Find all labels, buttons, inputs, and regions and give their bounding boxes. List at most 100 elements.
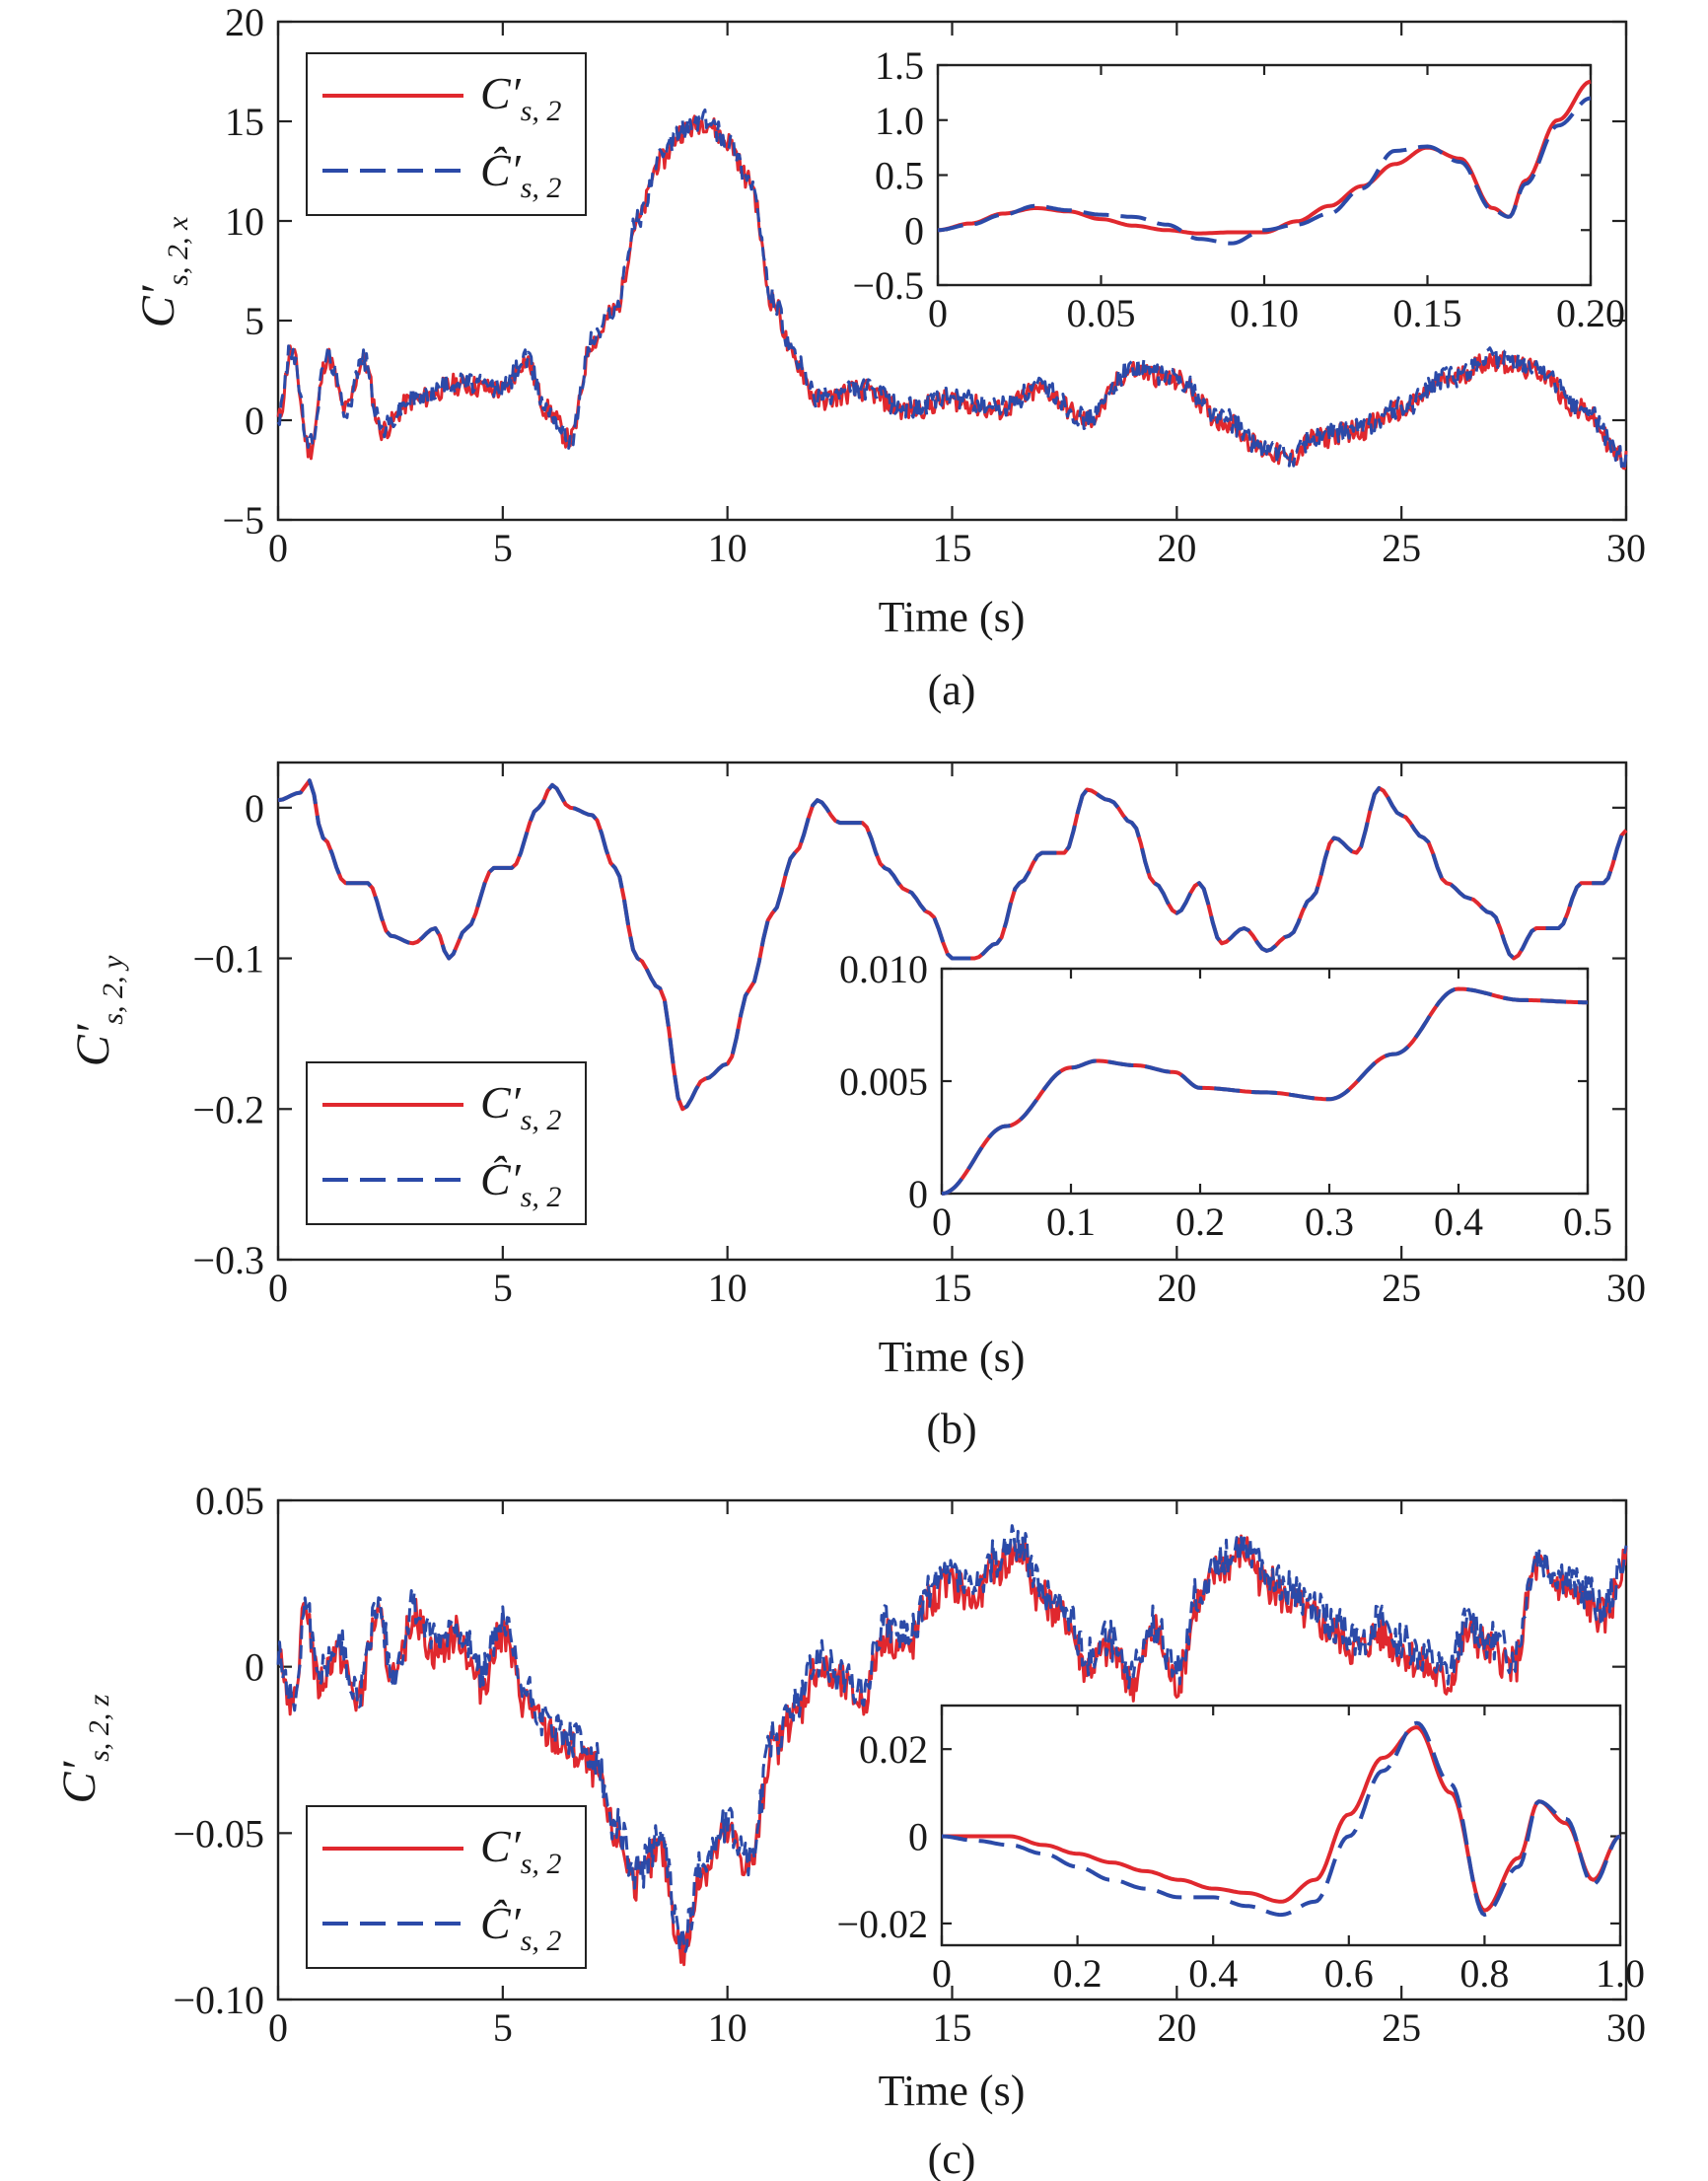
- panel-a-legend-label-1: C′s, 2: [480, 68, 561, 127]
- panel-a-inset-xtick-label-3: 0.15: [1393, 291, 1462, 335]
- panel-a-legend-box: [306, 52, 587, 216]
- panel-a-legend-label-2: Ĉ′s, 2: [480, 145, 561, 204]
- panel-a-ytick-label-0: −5: [222, 498, 264, 543]
- panel-a-series: [276, 108, 1628, 471]
- panel-b-ylabel-main: C′: [67, 1023, 119, 1066]
- panel-b-inset-xtick-label-5: 0.5: [1563, 1200, 1612, 1244]
- panel-c-inset-series-predicted: [941, 1720, 1621, 1918]
- panel-a-xtick-label-4: 20: [1157, 526, 1196, 570]
- panel-b-xtick-label-0: 0: [268, 1266, 288, 1310]
- svg-text:C′s, 2, y: C′s, 2, y: [67, 955, 129, 1066]
- panel-b-ylabel: C′s, 2, y: [67, 955, 129, 1066]
- panel-b-inset-xtick-label-0: 0: [932, 1200, 952, 1244]
- panel-b-caption: (b): [926, 1405, 976, 1453]
- panel-b-series: [277, 778, 1628, 1112]
- panel-c-inset-xtick-label-3: 0.6: [1324, 1951, 1374, 1996]
- panel-a-xtick-label-2: 10: [708, 526, 747, 570]
- panel-a-ytick-label-2: 5: [245, 299, 264, 343]
- panel-c-inset-ticks: 0 0.2 0.4 0.6 0.8 1.00.020−0.02: [836, 1706, 1645, 1996]
- panel-c-ylabel-sub: s, 2, z: [83, 1694, 115, 1762]
- panel-a-xtick-label-0: 0: [268, 526, 288, 570]
- panel-b-xlabel: Time (s): [879, 1333, 1026, 1381]
- panel-a-inset-xtick-label-2: 0.10: [1230, 291, 1299, 335]
- panel-a-xtick-label-6: 30: [1606, 526, 1646, 570]
- panel-b-xtick-label-2: 10: [708, 1266, 747, 1310]
- panel-a-inset: 0 0.05 0.10 0.15 0.20−0.500.51.01.5: [852, 43, 1625, 335]
- panel-a-ylabel-main: C′: [132, 284, 184, 327]
- panel-c-legend: C′s, 2 Ĉ′s, 2: [306, 1805, 587, 1969]
- panel-a-inset-xtick-label-1: 0.05: [1067, 291, 1136, 335]
- panel-c-inset-xtick-label-2: 0.4: [1188, 1951, 1238, 1996]
- panel-a-inset-ytick-label-1: 0: [904, 208, 924, 253]
- panel-c-xtick-label-1: 5: [493, 2005, 513, 2050]
- panel-a-ytick-label-4: 15: [225, 100, 264, 144]
- panel-c-ylabel: C′s, 2, z: [53, 1694, 115, 1803]
- panel-b-ylabel-sub: s, 2, y: [97, 955, 129, 1025]
- panel-c-legend-box: [306, 1805, 587, 1969]
- panel-c-ytick-label-2: −0.05: [173, 1811, 264, 1855]
- panel-c-ytick-label-3: −0.10: [173, 1978, 264, 2022]
- panel-b-ytick-label-0: 0: [245, 786, 264, 831]
- panel-a-ylabel-sub: s, 2, x: [162, 216, 194, 286]
- panel-b-legend-label-1: C′s, 2: [480, 1077, 561, 1136]
- panel-a-xtick-label-3: 15: [933, 526, 972, 570]
- panel-b-xtick-label-6: 30: [1606, 1266, 1646, 1310]
- panel-a-legend: C′s, 2 Ĉ′s, 2: [306, 52, 587, 216]
- panel-a-inset-series-predicted: [937, 96, 1592, 246]
- panel-b-legend-label-2: Ĉ′s, 2: [480, 1154, 561, 1213]
- svg-text:C′s, 2, x: C′s, 2, x: [132, 216, 194, 327]
- panel-c-ytick-label-1: 0: [245, 1645, 264, 1690]
- panel-a-inset-xtick-label-0: 0: [928, 291, 948, 335]
- panel-c-inset-xtick-label-4: 0.8: [1459, 1951, 1509, 1996]
- panel-c-xtick-label-3: 15: [933, 2005, 972, 2050]
- panel-c-xtick-label-4: 20: [1157, 2005, 1196, 2050]
- panel-a-inset-series: [937, 79, 1592, 246]
- panel-c-inset-xtick-label-0: 0: [932, 1951, 952, 1996]
- panel-c-ytick-label-0: 0.05: [195, 1479, 264, 1523]
- panel-b-xtick-label-4: 20: [1157, 1266, 1196, 1310]
- panel-b-legend: C′s, 2 Ĉ′s, 2: [306, 1061, 587, 1225]
- panel-b-inset-xtick-label-2: 0.2: [1175, 1200, 1225, 1244]
- panel-a-series-predicted: [276, 108, 1628, 469]
- panel-b-ytick-label-3: −0.3: [192, 1238, 264, 1282]
- panel-b-ytick-label-2: −0.2: [192, 1087, 264, 1131]
- panel-b-inset-series: [941, 986, 1588, 1196]
- panel-b-legend-box: [306, 1061, 587, 1225]
- panel-c-inset-frame: [940, 1704, 1622, 1947]
- panel-c-xtick-label-5: 25: [1382, 2005, 1421, 2050]
- panel-b-ytick-label-1: −0.1: [192, 937, 264, 981]
- panel-c-xtick-label-0: 0: [268, 2005, 288, 2050]
- panel-c-xtick-label-6: 30: [1606, 2005, 1646, 2050]
- panel-a-ytick-label-5: 20: [225, 0, 264, 44]
- panel-a-xtick-label-1: 5: [493, 526, 513, 570]
- panel-b-inset-ytick-label-2: 0.010: [839, 947, 928, 991]
- panel-b-inset: 0 0.1 0.2 0.3 0.4 0.5 0 0.005 0.010: [839, 947, 1612, 1244]
- panel-b-series-predicted: [277, 778, 1628, 1112]
- panel-c-ylabel-main: C′: [53, 1760, 106, 1803]
- panel-a-inset-xtick-label-4: 0.20: [1556, 291, 1625, 335]
- panel-b-inset-ytick-label-0: 0: [908, 1172, 928, 1216]
- panel-c: 0 5 10 15 20 25 30 0.05 0 −0.05 −0.10 C′s, 2, z Ti…: [53, 1479, 1646, 2181]
- panel-c-series-predicted: [276, 1524, 1628, 1953]
- panel-b-ticks: 0 5 10 15 20 25 30 0 −0.1 −0.2 −0.3: [192, 763, 1646, 1310]
- panel-a-ylabel: C′s, 2, x: [132, 216, 194, 327]
- panel-c-inset-ytick-label-2: −0.02: [836, 1902, 928, 1946]
- panel-c-series: [276, 1524, 1628, 1967]
- panel-a-ytick-label-3: 10: [225, 199, 264, 244]
- panel-b-inset-frame: [940, 967, 1590, 1196]
- panel-b-inset-xtick-label-1: 0.1: [1046, 1200, 1096, 1244]
- panel-b-xtick-label-3: 15: [933, 1266, 972, 1310]
- svg-text:C′s, 2, z: C′s, 2, z: [53, 1694, 115, 1803]
- panel-b-inset-xtick-label-3: 0.3: [1305, 1200, 1354, 1244]
- panel-c-legend-label-1: C′s, 2: [480, 1821, 561, 1880]
- panel-a-inset-frame: [936, 63, 1593, 287]
- panel-c-inset-xtick-label-5: 1.0: [1596, 1951, 1645, 1996]
- panel-a-xlabel: Time (s): [879, 593, 1026, 641]
- panel-b-inset-ticks: 0 0.1 0.2 0.3 0.4 0.5 0 0.005 0.010: [839, 947, 1612, 1244]
- panel-c-xlabel: Time (s): [879, 2067, 1026, 2115]
- panel-b-inset-series-predicted: [941, 986, 1588, 1196]
- panel-c-inset-series: [941, 1720, 1621, 1918]
